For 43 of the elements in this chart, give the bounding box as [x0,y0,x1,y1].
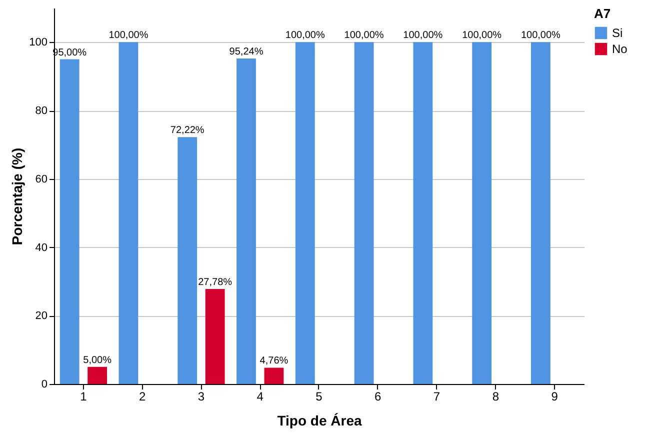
y-tick-label: 80 [35,105,48,118]
x-tick-label: 2 [138,390,146,404]
x-tick-label: 9 [551,390,558,404]
y-axis-title: Porcentaje (%) [9,148,26,246]
data-label: 100,00% [403,30,443,42]
x-tick-label: 7 [433,390,440,404]
data-label: 100,00% [285,30,325,42]
bar [118,42,138,384]
bar [264,368,284,384]
x-tick-label: 1 [80,390,88,404]
x-tick-label: 6 [374,390,382,404]
y-tick-label: 0 [41,378,48,390]
bar [354,42,374,384]
data-label: 4,76% [260,356,288,367]
y-tick-label: 100 [29,36,48,49]
x-axis-title: Tipo de Área [277,412,362,428]
bar [413,42,433,384]
data-label: 27,78% [198,277,232,288]
bar [531,42,550,384]
x-tick-label: 3 [198,390,205,404]
data-label: 72,22% [170,125,204,136]
y-tick-label: 40 [35,242,48,254]
bar [295,42,315,384]
bar [205,289,225,384]
data-label: 100,00% [344,30,384,42]
bar [60,59,80,384]
data-label: 5,00% [83,354,112,366]
y-tick-label: 60 [35,173,48,186]
bar [178,137,198,384]
x-tick-label: 4 [256,390,264,404]
bar [88,366,107,384]
x-tick-label: 5 [316,390,323,404]
x-tick-label: 8 [492,390,500,404]
legend-label: Si [612,26,623,40]
data-label: 100,00% [520,30,561,42]
y-tick-label: 20 [35,310,48,322]
legend-title: A7 [594,6,611,21]
data-label: 95,24% [229,46,264,58]
bar [236,58,256,384]
data-label: 100,00% [462,30,502,42]
data-label: 100,00% [108,30,148,42]
bar [472,42,492,384]
legend-label: No [612,42,628,56]
